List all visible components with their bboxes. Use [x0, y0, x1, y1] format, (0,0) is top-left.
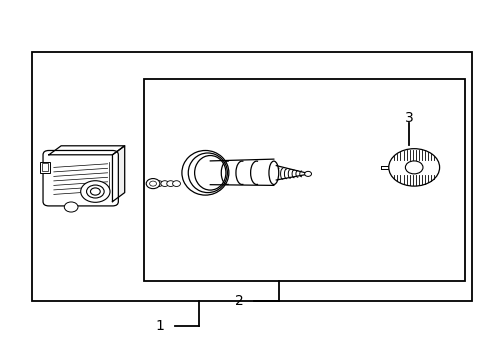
Text: 2: 2: [235, 294, 244, 307]
Polygon shape: [49, 146, 124, 155]
Circle shape: [388, 149, 439, 186]
Ellipse shape: [268, 161, 278, 184]
Bar: [144, 79, 464, 281]
Circle shape: [90, 188, 100, 195]
Bar: [40, 162, 50, 173]
Circle shape: [86, 185, 104, 198]
Circle shape: [166, 181, 174, 186]
Circle shape: [172, 181, 180, 186]
Bar: [42, 163, 48, 171]
Circle shape: [64, 202, 78, 212]
Circle shape: [149, 181, 156, 186]
Circle shape: [146, 179, 160, 189]
Polygon shape: [112, 146, 124, 202]
Text: 3: 3: [404, 111, 413, 125]
Circle shape: [161, 181, 168, 186]
Circle shape: [304, 171, 311, 176]
Bar: [32, 52, 471, 301]
Circle shape: [405, 161, 422, 174]
FancyBboxPatch shape: [43, 150, 118, 206]
Circle shape: [81, 181, 110, 202]
Text: 1: 1: [155, 319, 164, 333]
Circle shape: [155, 181, 163, 186]
